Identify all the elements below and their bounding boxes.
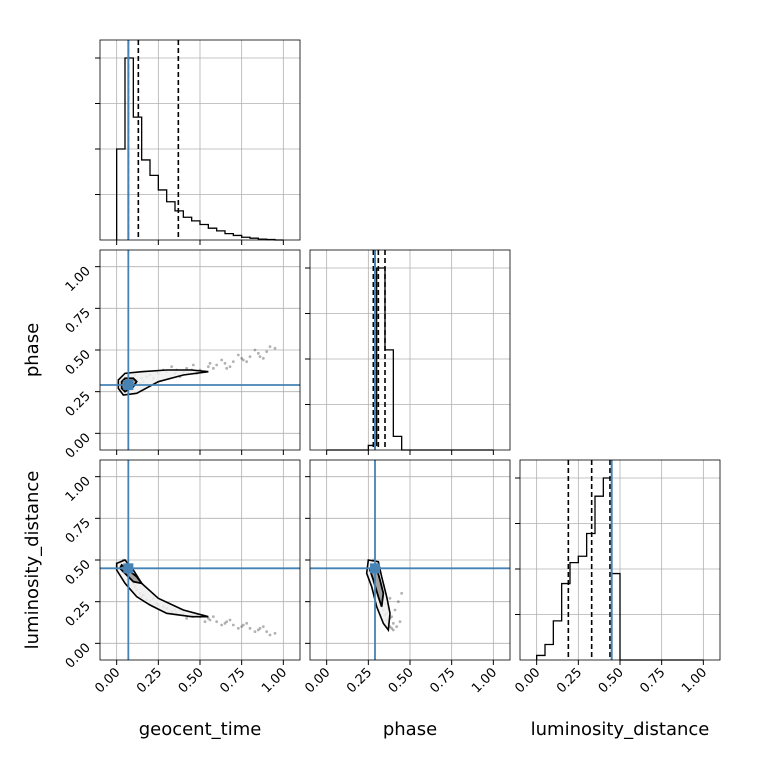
panel-2d-luminosity_distance_vs_geocent_time [95,459,301,665]
scatter-point [391,621,395,625]
scatter-point [256,351,260,355]
scatter-point [170,365,174,369]
scatter-point [396,600,400,604]
hist-panel-phase [305,249,511,455]
scatter-point [223,361,227,365]
panel-2d-phase_vs_geocent_time [95,249,301,455]
hist-panel-luminosity_distance [515,459,721,665]
scatter-point [395,625,399,629]
scatter-point [273,631,277,635]
xlabel-geocent_time: geocent_time [139,719,262,740]
scatter-point [236,626,240,630]
scatter-point [393,608,397,612]
panels-layer: 0.00 0.25 0.50 0.75 1.00 0.00 0.25 0.50 0.75 1.00… [63,39,721,696]
xlabel-luminosity_distance: luminosity_distance [531,719,710,740]
scatter-point [215,363,219,367]
scatter-point [388,596,392,600]
scatter-point [253,348,257,352]
panel-1-1-frame [309,249,511,451]
scatter-point [203,620,207,624]
panel-2d-luminosity_distance_vs_phase [305,459,511,665]
scatter-point [225,620,229,624]
hist-panel-geocent_time [95,39,301,245]
scatter-point [245,360,249,364]
scatter-point [231,360,235,364]
scatter-point [185,616,189,620]
scatter-point [245,621,249,625]
scatter-point [208,361,212,365]
panel-2-1-frame [309,459,511,661]
scatter-point [185,366,189,370]
hist-outline-geocent_time [116,57,284,241]
scatter-point [211,615,215,619]
truth-marker-phase_vs_geocent_time [123,380,134,390]
scatter-point [211,366,215,370]
scatter-point [400,591,404,595]
scatter-point [228,365,232,369]
scatter-point [228,618,232,622]
scatter-point [241,358,245,362]
scatter-point [253,630,257,634]
contour-outer [117,369,209,396]
scatter-point [231,623,235,627]
scatter-point [236,353,240,357]
scatter-point [265,630,269,634]
scatter-point [268,345,272,349]
scatter-point [258,355,262,359]
scatter-point [390,615,394,619]
scatter-point [390,626,394,630]
panel-2-0-frame [99,459,301,661]
scatter-point [241,623,245,627]
scatter-point [398,620,402,624]
truth-marker-luminosity_distance_vs_phase [370,563,380,574]
panel-0-0-frame [99,39,301,241]
scatter-point [256,628,260,632]
scatter-point [391,628,395,632]
truth-marker-luminosity_distance_vs_geocent_time [123,563,134,574]
scatter-point [240,625,244,629]
scatter-point [258,626,262,630]
scatter-point [206,365,210,369]
scatter-point [225,366,229,370]
scatter-point [265,350,269,354]
scatter-point [268,633,272,637]
ylabel-phase: phase [22,323,43,377]
scatter-point [215,620,219,624]
scatter-point [261,356,265,360]
labels-layer: geocent_time phase luminosity_distance p… [22,323,709,740]
scatter-point [220,623,224,627]
ylabel-luminosity_distance: luminosity_distance [22,471,43,650]
scatter-point [206,616,210,620]
scatter-point [191,363,195,367]
scatter-point [220,358,224,362]
panel-1-0-frame [99,249,301,451]
scatter-point [273,346,277,350]
scatter-point [223,621,227,625]
xlabel-phase: phase [383,719,437,740]
panel-2-2-frame [519,459,721,661]
scatter-point [261,625,265,629]
scatter-point [248,626,252,630]
scatter-point [240,356,244,360]
scatter-point [248,355,252,359]
scatter-point [208,618,212,622]
